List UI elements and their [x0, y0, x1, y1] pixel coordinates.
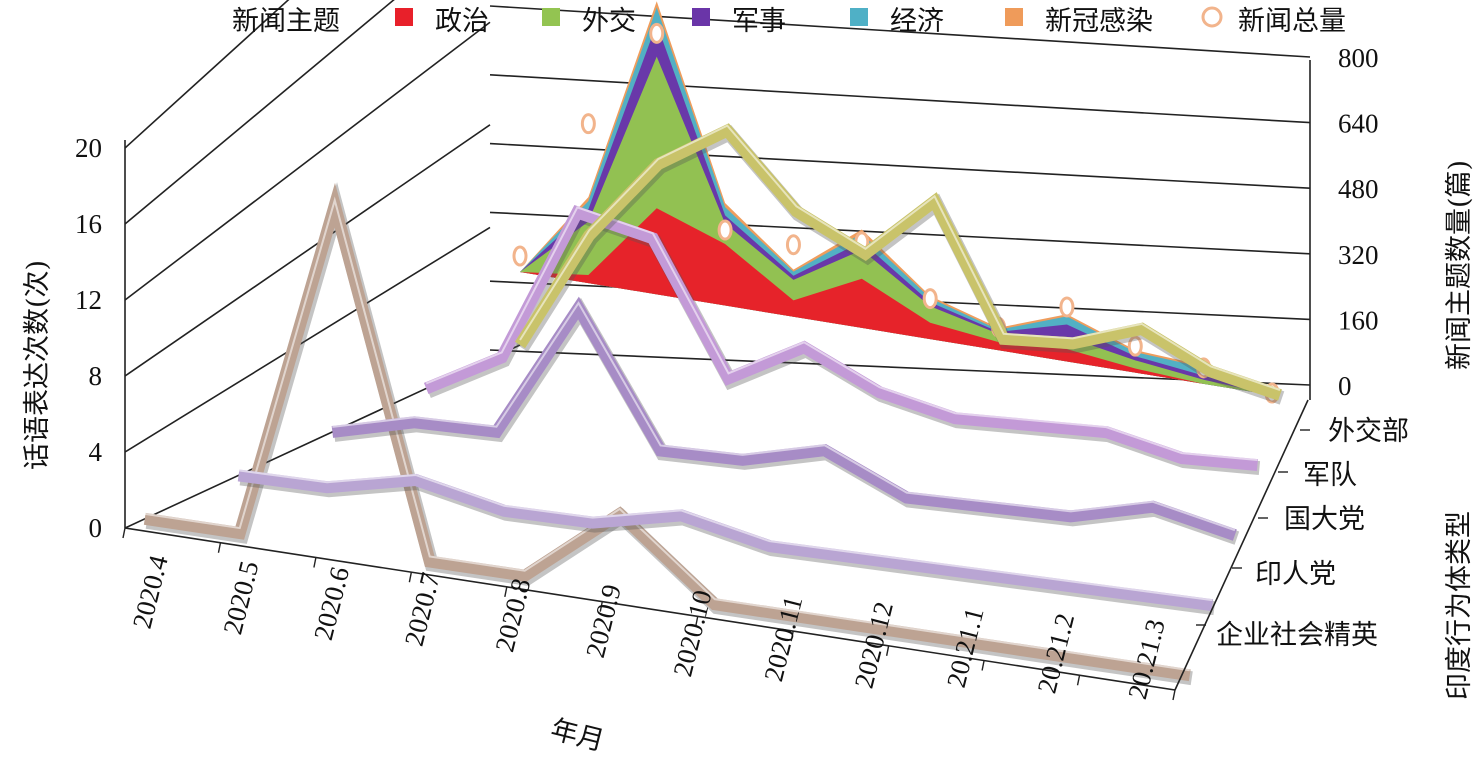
y2-axis-title: 新闻主题数量(篇) [1444, 160, 1475, 370]
total-marker [649, 22, 665, 44]
y-tick-label: 12 [75, 285, 102, 315]
x-tick [599, 601, 603, 612]
x-tick-label: 2020.10 [667, 587, 717, 679]
x-tick [695, 616, 699, 627]
x-tick [504, 586, 508, 598]
y-tick-label: 20 [75, 133, 102, 163]
total-marker [512, 245, 528, 267]
series-line-外交部 [514, 123, 1282, 401]
legend-swatch-新冠感染 [1005, 8, 1023, 26]
x-axis-title: 年月 [547, 714, 607, 757]
grid-line [124, 226, 491, 453]
legend-swatch-军事 [692, 8, 710, 26]
legend-swatch-total [1201, 6, 1223, 28]
y-tick-label: 16 [75, 209, 102, 239]
grid-line [124, 0, 395, 225]
legend-title: 新闻主题 [232, 6, 340, 37]
y2-tick-label: 160 [1338, 305, 1379, 335]
x-tick [217, 542, 222, 553]
x-tick-label: 2020.9 [580, 581, 627, 660]
legend-label-军事: 军事 [732, 6, 786, 37]
grid-line [124, 124, 491, 377]
actor-series-lines [143, 123, 1285, 686]
news-area-layers [520, 1, 1272, 396]
legend-label-经济: 经济 [890, 6, 944, 37]
legend-label-total: 新闻总量 [1238, 6, 1346, 37]
x-tick [408, 572, 413, 583]
x-axis-line [124, 527, 1176, 691]
x-tick [790, 630, 794, 642]
x-tick [981, 660, 985, 671]
total-marker [922, 288, 938, 310]
z-tick-label: 军队 [1303, 460, 1357, 491]
area-政治 [520, 208, 1272, 395]
legend-swatch-经济 [850, 8, 868, 26]
series-highlight-企业社会精英 [144, 196, 1190, 672]
x-tick [1076, 675, 1081, 686]
legend-label-政治: 政治 [435, 6, 489, 37]
y2-tick-label: 800 [1338, 43, 1379, 73]
z-tick-label: 外交部 [1328, 416, 1409, 447]
total-marker [580, 113, 596, 135]
legend-label-外交: 外交 [582, 6, 636, 37]
series-line-企业社会精英 [143, 182, 1191, 682]
z-axis-title: 印度行为体类型 [1444, 511, 1475, 700]
legend-swatch-政治 [395, 8, 413, 26]
legend-label-新冠感染: 新冠感染 [1045, 6, 1153, 37]
z-tick-label: 企业社会精英 [1216, 620, 1378, 651]
y-tick-label: 0 [89, 513, 103, 543]
legend: 新闻主题 政治 外交 军事 经济 新冠感染 新闻总量 [232, 6, 1346, 37]
series-highlight-外交部 [519, 124, 1281, 391]
total-marker [1127, 335, 1143, 357]
total-marker [717, 219, 733, 241]
y2-tick-label: 320 [1338, 240, 1379, 270]
x-tick-label: 20.21.3 [1122, 616, 1171, 702]
series-line-印人党 [237, 469, 1214, 612]
z-tick-label: 印人党 [1255, 559, 1336, 590]
y2-tick-label: 640 [1338, 109, 1379, 139]
series-highlight-印人党 [238, 469, 1213, 602]
grid-line [489, 74, 1311, 124]
series-line-国大党 [331, 296, 1237, 541]
grid-line [489, 5, 1311, 58]
grid-line [489, 349, 1311, 386]
x-tick-label: 2020.8 [489, 575, 536, 654]
x-tick-label: 2020.5 [217, 558, 264, 637]
grid-line [124, 0, 290, 149]
series-line-军队 [423, 205, 1258, 472]
x-tick-label: 2020.6 [308, 564, 355, 643]
legend-swatch-外交 [542, 8, 560, 26]
series-highlight-军队 [425, 206, 1258, 462]
y-tick-label: 8 [89, 361, 103, 391]
x-tick [1172, 689, 1176, 701]
total-marker [785, 234, 801, 256]
x-tick-label: 2020.7 [399, 570, 446, 649]
grid-line [124, 21, 491, 301]
x-tick [313, 557, 317, 568]
total-marker [1059, 296, 1075, 318]
y-axis-title: 话语表达次数(次) [22, 260, 53, 470]
x-tick-label: 2020.4 [127, 552, 174, 632]
y-tick-label: 4 [89, 437, 103, 467]
z-tick-label: 国大党 [1284, 504, 1365, 535]
x-tick [122, 527, 126, 539]
z-axis-line [1174, 399, 1309, 691]
x-tick-label: 2020.12 [849, 599, 899, 691]
series-highlight-国大党 [332, 301, 1236, 532]
y2-tick-label: 0 [1338, 371, 1352, 401]
x-tick [885, 645, 890, 656]
y2-tick-label: 480 [1338, 174, 1379, 204]
